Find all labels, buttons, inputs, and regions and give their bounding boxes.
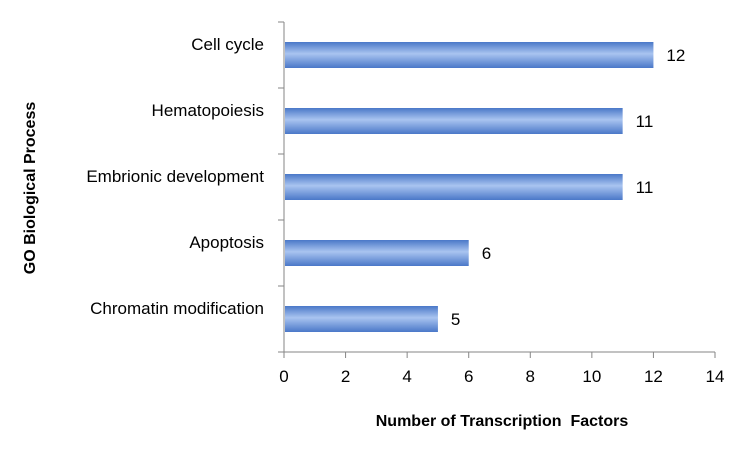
bars-layer <box>285 42 654 332</box>
category-label: Hematopoiesis <box>152 101 264 120</box>
x-tick-label: 14 <box>706 367 725 386</box>
y-axis-title: GO Biological Process <box>22 102 39 275</box>
category-label: Apoptosis <box>189 233 264 252</box>
bar <box>285 306 438 332</box>
x-tick-label: 10 <box>582 367 601 386</box>
data-label: 11 <box>636 112 654 131</box>
category-label: Embrionic development <box>86 167 264 186</box>
bar <box>285 240 469 266</box>
data-label: 12 <box>666 46 685 65</box>
category-label: Cell cycle <box>191 35 264 54</box>
data-label: 11 <box>636 178 654 197</box>
bar <box>285 108 623 134</box>
labels-layer: 0 2 4 6 8 10 12 14 Cell cycle 12 Hematopoiesis 11 Em… <box>86 35 724 386</box>
bar <box>285 174 623 200</box>
x-tick-label: 0 <box>279 367 288 386</box>
x-tick-label: 12 <box>644 367 663 386</box>
x-tick-label: 8 <box>526 367 535 386</box>
category-label: Chromatin modification <box>90 299 264 318</box>
x-tick-label: 2 <box>341 367 350 386</box>
bar <box>285 42 654 68</box>
x-tick-label: 6 <box>464 367 473 386</box>
data-label: 5 <box>451 310 460 329</box>
axes-layer <box>278 21 716 358</box>
x-axis-title: Number of Transcription Factors <box>376 413 629 430</box>
x-tick-label: 4 <box>402 367 411 386</box>
data-label: 6 <box>482 244 491 263</box>
